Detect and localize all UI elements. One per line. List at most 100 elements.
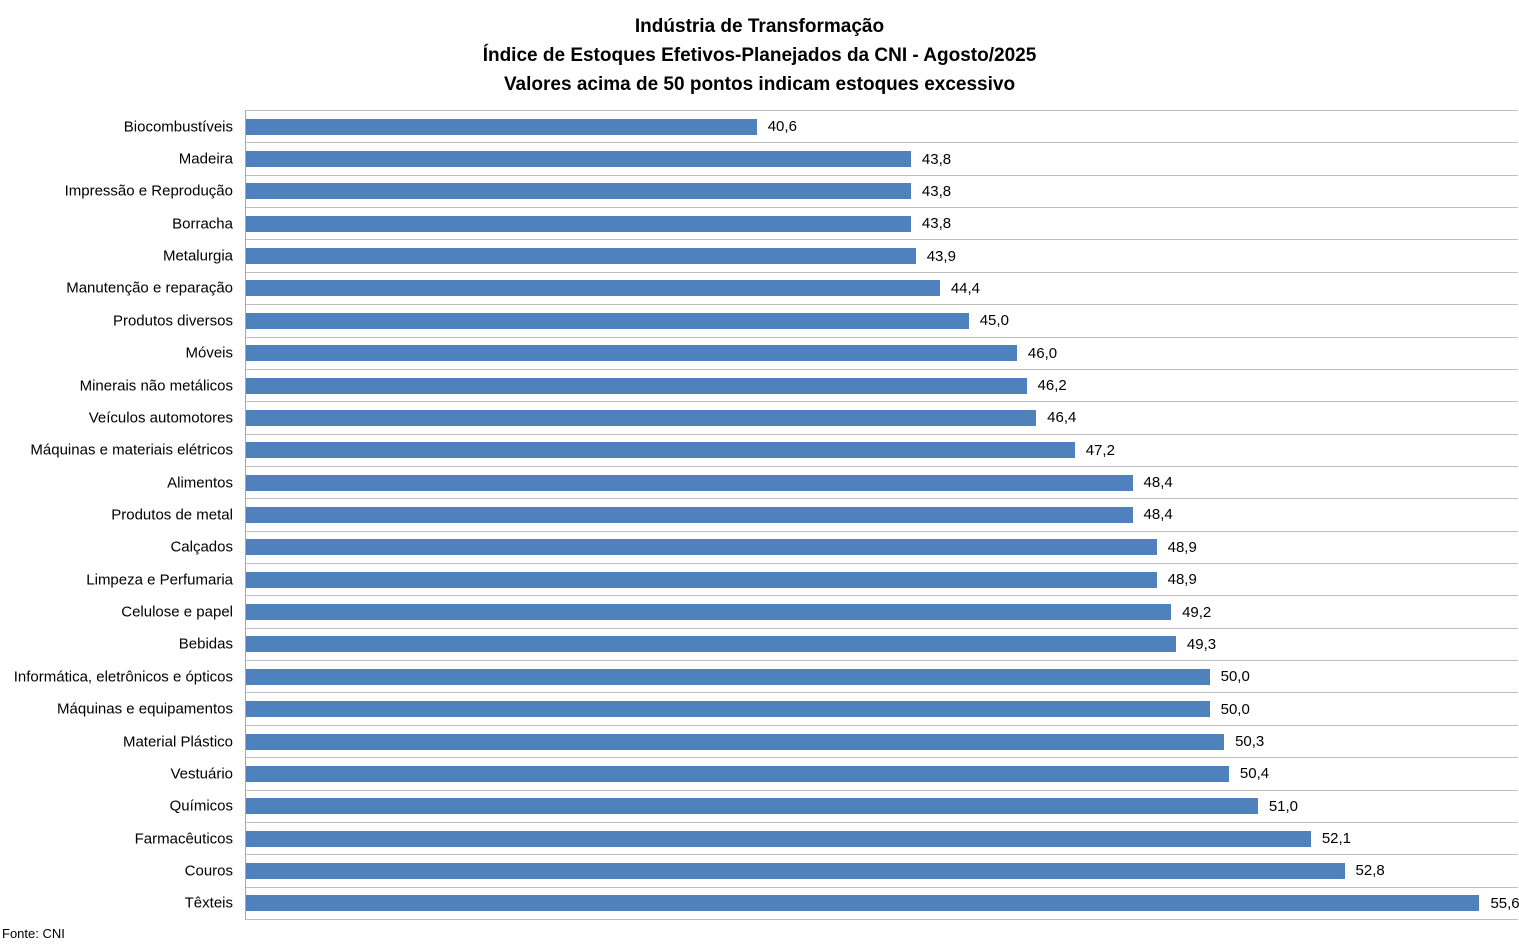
bar	[246, 636, 1176, 653]
category-label: Bebidas	[178, 635, 233, 653]
bar	[246, 895, 1480, 912]
bar	[246, 345, 1017, 362]
chart-row: Calçados 48,9	[170, 530, 1518, 563]
chart-row: Têxteis 55,6	[185, 886, 1519, 919]
category-label: Borracha	[172, 215, 233, 233]
chart-row: Madeira 43,8	[179, 142, 1518, 174]
category-label: Biocombustíveis	[123, 118, 233, 136]
category-label: Minerais não metálicos	[79, 377, 233, 395]
source-note: Fonte: CNI	[2, 926, 65, 941]
value-label: 46,4	[1047, 409, 1077, 427]
bar	[246, 668, 1210, 685]
bar	[246, 506, 1133, 523]
value-label: 50,0	[1220, 668, 1250, 686]
value-label: 49,2	[1182, 603, 1212, 621]
value-label: 43,8	[921, 150, 952, 168]
category-label: Móveis	[185, 344, 233, 362]
category-label: Limpeza e Perfumaria	[86, 571, 233, 589]
value-label: 48,4	[1143, 506, 1173, 524]
plot-area: Biocombustíveis 40,6 Madeira 43,8 Impressão …	[14, 110, 1519, 920]
chart-row: Manutenção e reparação 44,4	[66, 271, 1518, 304]
value-label: 48,9	[1167, 571, 1197, 589]
value-label: 52,1	[1321, 830, 1352, 848]
chart-title-line2: Índice de Estoques Efetivos-Planejados d…	[482, 45, 1037, 66]
category-label: Vestuário	[170, 765, 233, 783]
bar	[246, 798, 1258, 815]
chart-title-line3: Valores acima de 50 pontos indicam estoq…	[503, 74, 1016, 95]
bar	[246, 733, 1225, 750]
bar	[246, 701, 1210, 718]
value-label: 55,6	[1490, 894, 1519, 912]
bar	[246, 862, 1345, 879]
value-label: 43,8	[921, 182, 952, 200]
category-label: Farmacêuticos	[134, 830, 233, 848]
value-label: 43,8	[921, 215, 952, 233]
chart-row: Material Plástico 50,3	[123, 724, 1518, 757]
chart-row: Máquinas e equipamentos 50,0	[57, 692, 1518, 724]
value-label: 48,4	[1143, 474, 1173, 492]
category-label: Veículos automotores	[88, 409, 233, 427]
value-label: 50,4	[1239, 765, 1270, 783]
bar	[246, 830, 1311, 847]
category-label: Máquinas e materiais elétricos	[30, 441, 233, 459]
chart-row: Máquinas e materiais elétricos 47,2	[30, 433, 1518, 466]
value-label: 44,4	[950, 279, 981, 297]
value-label: 48,9	[1167, 538, 1197, 556]
chart-row: Metalurgia 43,9	[163, 239, 1518, 271]
bar	[246, 539, 1157, 556]
category-label: Couros	[184, 862, 233, 880]
category-label: Madeira	[178, 150, 233, 168]
value-label: 45,0	[979, 312, 1009, 330]
category-label: Têxteis	[184, 894, 233, 912]
value-label: 40,6	[767, 118, 797, 136]
chart-row: Químicos 51,0	[170, 789, 1518, 822]
chart-row: Biocombustíveis 40,6	[124, 110, 1518, 142]
value-label: 51,0	[1268, 797, 1299, 815]
chart-row: Farmacêuticos 52,1	[135, 821, 1518, 854]
chart-row: Bebidas 49,3	[179, 627, 1518, 660]
category-label: Produtos de metal	[111, 506, 233, 524]
chart-row: Alimentos 48,4	[167, 465, 1518, 498]
chart-row: Produtos diversos 45,0	[113, 304, 1518, 336]
value-label: 46,0	[1027, 344, 1058, 362]
value-label: 43,9	[926, 247, 956, 265]
chart-row: Couros 52,8	[185, 854, 1518, 886]
category-label: Produtos diversos	[112, 312, 233, 330]
category-label: Químicos	[169, 797, 233, 815]
chart-row: Impressão e Reprodução 43,8	[65, 174, 1518, 207]
category-label: Metalurgia	[162, 247, 233, 265]
chart-row: Limpeza e Perfumaria 48,9	[86, 563, 1518, 595]
chart-row: Informática, eletrônicos e ópticos 50,0	[14, 660, 1518, 692]
value-label: 50,0	[1220, 700, 1250, 718]
chart-row: Minerais não metálicos 46,2	[80, 368, 1518, 401]
category-label: Alimentos	[167, 474, 233, 492]
category-label: Manutenção e reparação	[66, 279, 233, 297]
category-label: Máquinas e equipamentos	[57, 700, 233, 718]
chart-title-line1: Indústria de Transformação	[634, 16, 885, 37]
bar	[246, 409, 1037, 426]
bar	[246, 377, 1027, 394]
chart-row: Vestuário 50,4	[170, 757, 1518, 789]
value-label: 47,2	[1085, 441, 1115, 459]
bar	[246, 183, 911, 200]
chart-row: Celulose e papel 49,2	[121, 595, 1518, 627]
chart-title: Indústria de Transformação Índice de Est…	[0, 12, 1519, 99]
bar	[246, 248, 916, 265]
bar	[246, 765, 1229, 782]
value-label: 52,8	[1355, 862, 1385, 880]
chart-row: Produtos de metal 48,4	[111, 498, 1518, 530]
bar	[246, 312, 969, 329]
bar	[246, 604, 1172, 621]
chart-row: Móveis 46,0	[185, 336, 1518, 369]
chart-row: Borracha 43,8	[172, 207, 1518, 239]
bar	[246, 571, 1157, 588]
bar	[246, 118, 757, 135]
value-label: 46,2	[1037, 377, 1067, 395]
chart-row: Veículos automotores 46,4	[89, 401, 1518, 433]
bar	[246, 474, 1133, 491]
category-label: Impressão e Reprodução	[64, 182, 233, 200]
value-label: 49,3	[1186, 635, 1217, 653]
bar	[246, 442, 1075, 459]
bar	[246, 151, 911, 168]
